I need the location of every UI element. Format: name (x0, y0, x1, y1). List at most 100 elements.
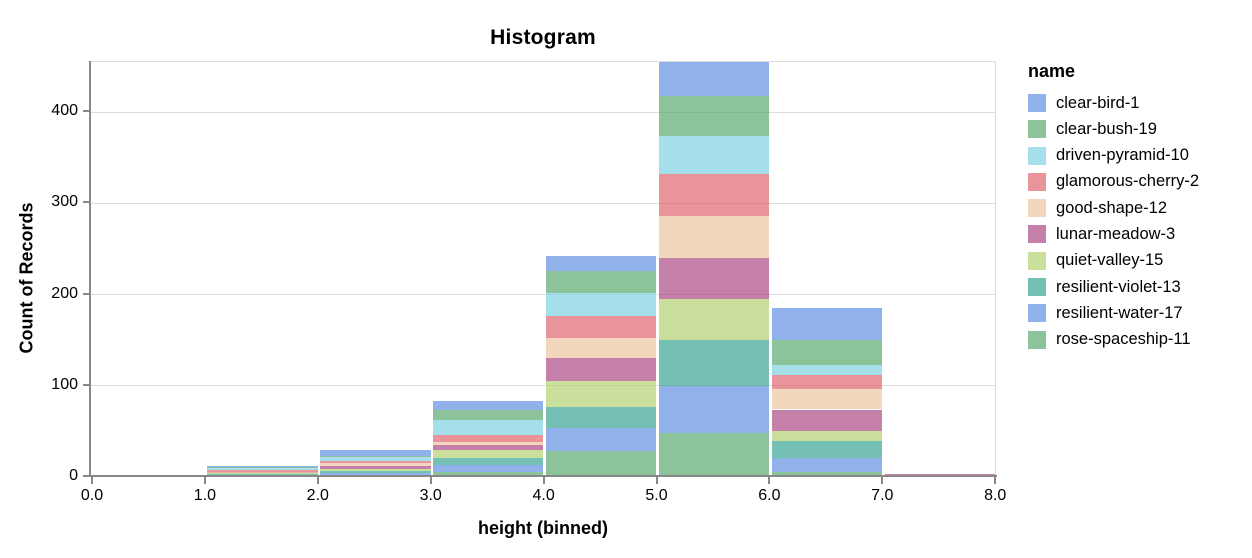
legend-item-resilient-water-17: resilient-water-17 (1028, 304, 1248, 323)
x-tick-label: 7.0 (871, 487, 894, 504)
x-tick-6.0 (768, 477, 771, 484)
legend-label: rose-spaceship-11 (1056, 330, 1191, 349)
x-tick-3.0 (429, 477, 432, 484)
gridline-400 (91, 111, 995, 113)
bar-segment-resilient-violet-13-bin5 (658, 340, 770, 386)
legend-items: clear-bird-1 clear-bush-19 driven-pyramid-… (1028, 94, 1248, 349)
bar-segment-clear-bush-19-bin6 (771, 340, 883, 365)
bar-segment-quiet-valley-15-bin2 (320, 468, 431, 471)
x-axis-domain-line (89, 475, 997, 477)
bar-segment-driven-pyramid-10-bin1 (207, 467, 318, 470)
x-tick-label: 3.0 (419, 487, 442, 504)
bar-segment-resilient-violet-13-bin3 (432, 457, 544, 466)
bar-segment-glamorous-cherry-2-bin1 (207, 469, 318, 472)
legend-label: driven-pyramid-10 (1056, 146, 1189, 165)
y-tick-label: 100 (51, 375, 78, 393)
x-tick-2.0 (316, 477, 319, 484)
bar-segment-glamorous-cherry-2-bin4 (545, 316, 657, 339)
x-tick-label: 0.0 (80, 487, 104, 504)
y-axis-title: Count of Records (16, 202, 37, 354)
bar-segment-driven-pyramid-10-bin3 (432, 419, 544, 436)
legend-swatch-icon (1028, 251, 1046, 270)
bar-segment-lunar-meadow-3-bin2 (320, 466, 431, 469)
legend-item-resilient-violet-13: resilient-violet-13 (1028, 277, 1248, 297)
bar-segment-clear-bird-1-bin1 (207, 466, 318, 467)
legend-swatch-icon (1028, 146, 1046, 165)
bar-segment-glamorous-cherry-2-bin2 (320, 460, 431, 464)
legend-label: resilient-violet-13 (1056, 277, 1181, 296)
bar-segment-resilient-violet-13-bin2 (320, 470, 431, 474)
y-tick-label: 200 (51, 284, 78, 302)
legend-label: good-shape-12 (1056, 198, 1168, 217)
bar-segment-glamorous-cherry-2-bin5 (658, 174, 770, 217)
legend-swatch-icon (1028, 304, 1046, 323)
x-tick-label: 8.0 (984, 487, 1007, 504)
bar-segment-clear-bird-1-bin4 (545, 256, 657, 271)
x-tick-label: 1.0 (193, 487, 217, 504)
bar-segment-good-shape-12-bin6 (771, 388, 883, 410)
y-tick-100 (83, 383, 90, 386)
bar-segment-resilient-water-17-bin2 (320, 473, 431, 476)
x-tick-5.0 (655, 477, 658, 484)
legend-item-glamorous-cherry-2: glamorous-cherry-2 (1028, 172, 1248, 191)
bar-segment-resilient-water-17-bin3 (432, 465, 544, 472)
bar-segment-resilient-water-17-bin5 (658, 385, 770, 434)
bar-segment-clear-bush-19-bin2 (320, 456, 431, 457)
bar-segment-lunar-meadow-3-bin4 (545, 358, 657, 382)
gridline-100 (91, 385, 995, 387)
bar-segment-clear-bird-1-bin6 (771, 308, 883, 341)
bar-segment-lunar-meadow-3-bin3 (432, 445, 544, 450)
bar-segment-quiet-valley-15-bin4 (545, 381, 657, 407)
bar-segment-lunar-meadow-3-bin5 (658, 258, 770, 300)
bar-segment-good-shape-12-bin5 (658, 216, 770, 259)
y-tick-label: 400 (51, 102, 78, 120)
x-tick-1.0 (203, 477, 206, 484)
bar-segment-resilient-water-17-bin6 (771, 457, 883, 472)
bar-segment-clear-bird-1-bin2 (320, 449, 431, 456)
bar-segment-driven-pyramid-10-bin5 (658, 135, 770, 175)
legend-item-driven-pyramid-10: driven-pyramid-10 (1028, 146, 1248, 165)
bar-segment-quiet-valley-15-bin5 (658, 299, 770, 341)
bar-segment-quiet-valley-15-bin3 (432, 449, 544, 458)
bar-segment-resilient-violet-13-bin1 (207, 474, 318, 476)
legend-item-good-shape-12: good-shape-12 (1028, 198, 1248, 218)
bar-segment-clear-bird-1-bin5 (658, 62, 770, 96)
legend-swatch-icon (1028, 225, 1046, 244)
legend-title: name (1028, 61, 1076, 81)
legend-item-lunar-meadow-3: lunar-meadow-3 (1028, 224, 1248, 244)
x-tick-label: 4.0 (532, 487, 555, 504)
legend-label: quiet-valley-15 (1056, 251, 1164, 270)
bar-segment-glamorous-cherry-2-bin6 (771, 374, 883, 389)
bar-segment-rose-spaceship-11-bin6 (771, 471, 883, 477)
x-tick-8.0 (994, 477, 997, 484)
bar-segment-rose-spaceship-11-bin3 (432, 471, 544, 477)
y-tick-0 (83, 475, 90, 477)
legend-label: clear-bush-19 (1056, 119, 1157, 138)
x-tick-label: 5.0 (645, 487, 668, 504)
bar-segment-good-shape-12-bin1 (207, 471, 318, 473)
legend-swatch-icon (1028, 120, 1046, 139)
bar-segment-quiet-valley-15-bin6 (771, 431, 883, 442)
bar-segment-clear-bush-19-bin3 (432, 410, 544, 420)
legend-item-rose-spaceship-11: rose-spaceship-11 (1028, 330, 1248, 349)
bar-segment-good-shape-12-bin3 (432, 442, 544, 446)
bar-segment-driven-pyramid-10-bin2 (320, 456, 431, 461)
bar-segment-lunar-meadow-3-bin1 (207, 472, 318, 474)
bar-segment-clear-bush-19-bin1 (207, 466, 318, 468)
legend-label: lunar-meadow-3 (1056, 224, 1176, 243)
y-tick-label: 0 (69, 467, 78, 484)
plot-area (90, 61, 996, 477)
legend-label: clear-bird-1 (1056, 93, 1140, 112)
bar-segment-resilient-violet-13-bin4 (545, 406, 657, 428)
legend-item-clear-bush-19: clear-bush-19 (1028, 119, 1248, 139)
y-tick-label: 300 (51, 193, 78, 211)
bar-segment-lunar-meadow-3-bin6 (771, 409, 883, 432)
bar-segment-clear-bird-1-bin3 (432, 401, 544, 411)
bar-segment-resilient-water-17-bin4 (545, 427, 657, 452)
bar-segment-resilient-violet-13-bin6 (771, 441, 883, 458)
legend-swatch-icon (1028, 330, 1046, 349)
y-tick-300 (83, 201, 90, 204)
x-tick-0.0 (91, 477, 93, 484)
legend: name clear-bird-1 clear-bush-19 driven-pyr… (1028, 61, 1248, 357)
